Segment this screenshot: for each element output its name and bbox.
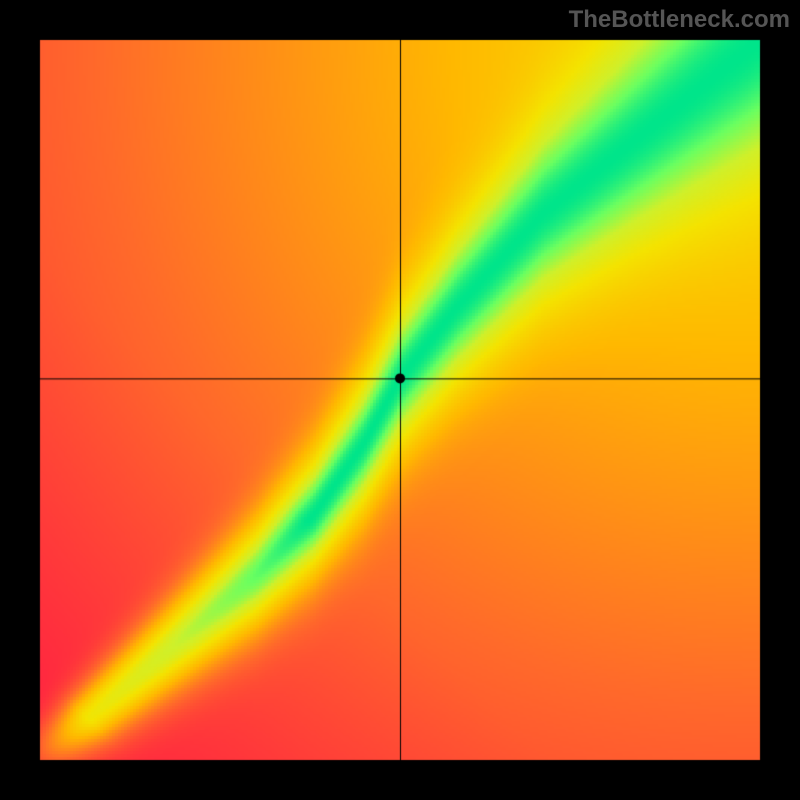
watermark-text: TheBottleneck.com	[569, 6, 790, 34]
chart-container: TheBottleneck.com	[0, 0, 800, 800]
bottleneck-heatmap	[0, 0, 800, 800]
